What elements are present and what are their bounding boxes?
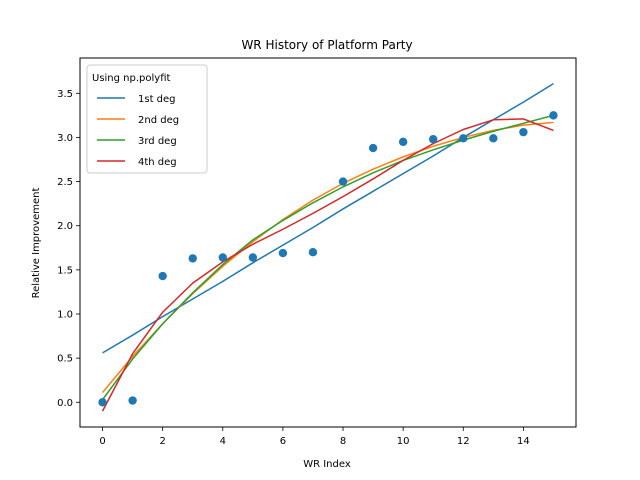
data-point: [248, 253, 258, 262]
y-tick-label: 3.0: [57, 133, 73, 144]
x-tick-label: 12: [457, 436, 470, 447]
x-tick-label: 4: [220, 436, 226, 447]
x-tick-label: 14: [517, 436, 530, 447]
x-tick-label: 8: [340, 436, 346, 447]
data-point: [368, 143, 378, 153]
series-line-3: [101, 114, 554, 401]
x-tick-label: 0: [99, 436, 105, 447]
data-point: [429, 135, 438, 144]
y-tick-label: 3.5: [57, 89, 73, 100]
x-tick-label: 10: [397, 436, 410, 447]
y-tick-label: 2.5: [57, 177, 73, 188]
data-point: [549, 111, 558, 120]
data-points: [98, 111, 558, 407]
data-point: [188, 254, 197, 263]
x-tick-label: 6: [280, 436, 286, 447]
series-line-4: [101, 118, 554, 412]
x-axis-label: WR Index: [303, 459, 351, 470]
y-tick-label: 0.0: [57, 398, 73, 409]
legend: Using np.polyfit 1st deg 2nd deg 3rd deg 4t…: [86, 64, 208, 174]
data-point: [459, 134, 468, 143]
data-point: [128, 396, 137, 405]
data-point: [308, 248, 318, 257]
y-tick-label: 2.0: [57, 221, 73, 232]
data-point: [338, 177, 348, 186]
data-point: [398, 137, 408, 147]
legend-label: 1st deg: [138, 94, 176, 105]
x-axis-ticks: 0 2 4 6 8 10 12 14: [99, 427, 530, 447]
fit-lines: [101, 82, 554, 412]
data-point: [98, 398, 107, 407]
y-tick-label: 0.5: [57, 354, 73, 365]
legend-label: 3rd deg: [138, 136, 177, 147]
data-point: [158, 271, 167, 281]
data-point: [278, 248, 288, 258]
y-tick-label: 1.0: [57, 310, 73, 321]
plot-frame: [79, 57, 577, 428]
x-tick-label: 2: [159, 436, 165, 447]
legend-title: Using np.polyfit: [92, 73, 170, 84]
y-axis-ticks: 0.0 0.5 1.0 1.5 2.0 2.5 3.0 3.5: [57, 89, 80, 409]
legend-entries: 1st deg 2nd deg 3rd deg 4th deg: [97, 94, 179, 168]
y-axis-label: Relative Improvement: [31, 188, 42, 299]
legend-label: 2nd deg: [138, 115, 179, 126]
legend-label: 4th deg: [138, 157, 177, 168]
legend-box: [86, 64, 208, 174]
chart-title: WR History of Platform Party: [241, 38, 412, 52]
data-point: [218, 253, 227, 262]
data-point: [489, 134, 498, 143]
data-point: [519, 127, 528, 137]
y-tick-label: 1.5: [57, 265, 73, 276]
